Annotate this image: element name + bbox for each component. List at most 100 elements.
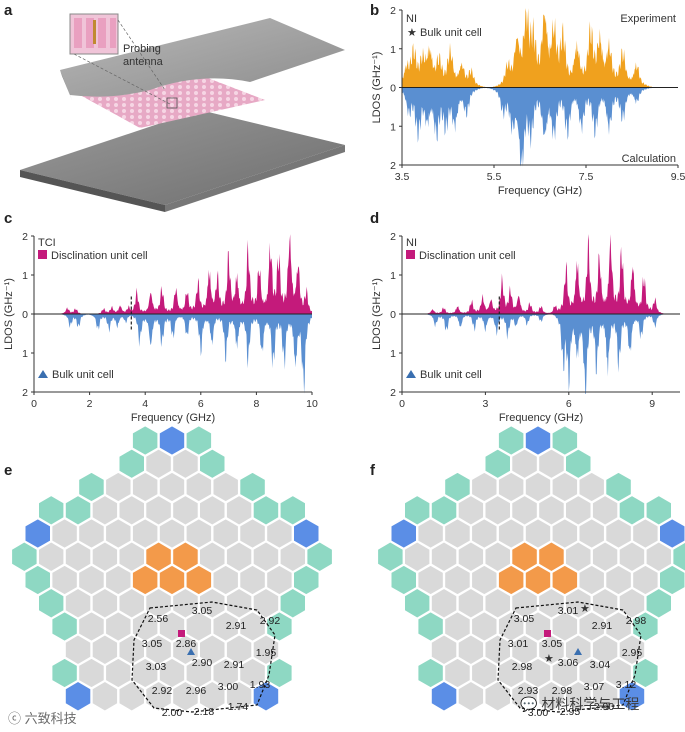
series-bottom-area [402,87,678,167]
x-tick-label: 3 [482,398,488,410]
lattice-value: 3.12 [616,679,637,691]
lattice-cell [511,634,538,666]
y-tick-label: 0 [390,83,396,95]
lattice-cell [605,564,632,596]
lattice-cell [131,564,159,596]
lattice-cell [172,634,199,666]
lattice-value: 3.00 [218,681,239,693]
lattice-cell [279,495,306,526]
series-top-area [402,8,678,88]
x-tick-label: 3.5 [395,171,410,183]
lattice-value: 1.95 [256,647,277,659]
lattice-cell [239,611,266,642]
lattice-cell [417,564,444,596]
lattice-value: 3.05 [142,638,163,650]
lattice-cell [64,495,92,526]
lattice-cell [24,564,51,596]
lattice-cell [524,564,552,596]
lattice-cell [565,541,592,573]
lattice-cell [551,518,579,549]
lattice-cell [158,564,186,596]
lattice-value: 2.90 [594,701,615,713]
lattice-value: 3.07 [584,681,605,693]
lattice-cell [225,587,253,619]
lattice-cell [252,541,280,573]
lattice-cell [225,634,253,666]
lattice-cell [91,680,119,712]
lattice-value: 3.05 [514,613,535,625]
x-tick-label: 0 [399,398,405,410]
lattice-cell [131,611,159,642]
lattice-value: 2.96 [186,685,207,697]
series-top-area [402,234,680,314]
lattice-cell [618,541,646,573]
lattice-cell [497,564,525,596]
lattice-cell [430,587,458,619]
lattice-cell [78,471,105,503]
lattice-cell [91,587,119,619]
bulk-triangle-icon [406,370,416,378]
y-tick-label: 0 [22,309,28,321]
y-tick-label: 1 [390,44,396,56]
lattice-cell [212,518,239,549]
lattice-cell [565,495,592,526]
lattice-cell [293,564,320,596]
lattice-value: 3.05 [192,605,213,617]
series-top-area [34,234,312,314]
lattice-cell [185,564,213,596]
lattice-value: 2.00 [162,707,183,719]
lattice-cell [632,657,659,689]
lattice-cell [524,657,552,689]
lattice-cell [131,471,159,503]
lattice-cell [484,634,511,666]
lattice-cell [239,657,266,689]
lattice-value: 3.06 [558,657,579,669]
lattice-cell [538,634,565,666]
chart-c-legend-bottom: Bulk unit cell [52,369,114,381]
lattice-cell [118,680,145,712]
lattice-cell [538,448,565,479]
bulk-marker-icon [187,648,195,655]
lattice-cell [444,471,471,503]
lattice-cell [417,657,444,689]
lattice-cell [185,611,213,642]
lattice-cell [105,611,132,642]
lattice-cell [565,587,592,619]
lattice-cell [91,541,119,573]
disclination-square-icon [38,250,47,259]
panel-d-letter: d [370,210,380,227]
lattice-value: 2.18 [194,706,215,718]
lattice-cell [497,518,525,549]
x-tick-label: 0 [31,398,37,410]
lattice-cell [632,611,659,642]
lattice-cell [64,587,92,619]
lattice-cell [578,657,605,689]
lattice-cell [158,518,186,549]
lattice-cell [471,564,498,596]
lattice-cell [91,495,119,526]
lattice-value: 2.98 [552,685,573,697]
lattice-cell [618,634,646,666]
lattice-cell [199,634,226,666]
lattice-value: 2.91 [226,620,247,632]
lattice-value: 2.91 [592,620,613,632]
lattice-cell [145,495,172,526]
chart-d-tag: NI [406,237,417,249]
lattice-cell [131,518,159,549]
dashed-region-outline [131,601,276,713]
lattice-cell [632,518,659,549]
lattice-cell [605,611,632,642]
series-bottom-area [402,314,680,394]
lattice-cell [118,495,145,526]
lattice-cell [199,541,226,573]
lattice-cell [565,448,592,479]
lattice-value: 2.90 [192,657,213,669]
lattice-value: 1.74 [228,701,249,713]
lattice-cell [145,587,172,619]
lattice-cell [524,471,552,503]
lattice-cell [578,564,605,596]
lattice-cell [145,541,172,573]
lattice-cell [172,541,199,573]
x-axis-label: Frequency (GHz) [131,412,215,424]
lattice-cell [158,471,186,503]
